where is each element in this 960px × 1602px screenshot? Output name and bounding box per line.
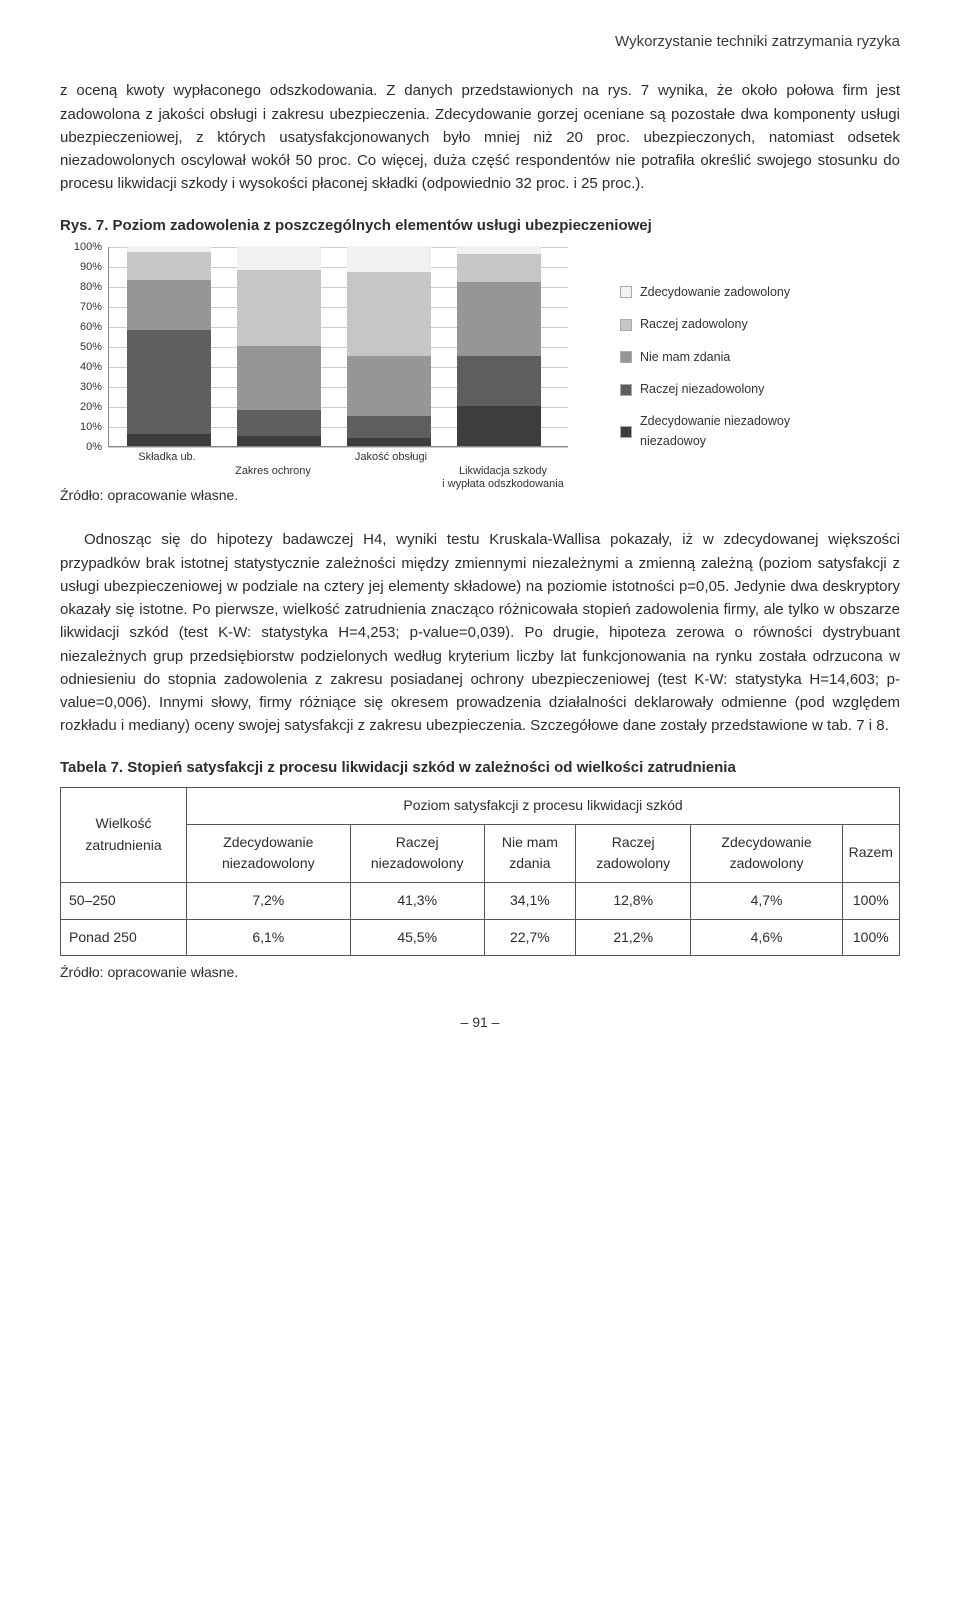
stacked-bar (347, 246, 431, 446)
table-cell: 4,7% (691, 883, 842, 920)
table-cell: 7,2% (187, 883, 350, 920)
bar-segment-nie_zd (127, 280, 211, 330)
bar-segment-zd_zad (237, 246, 321, 270)
legend-swatch (620, 286, 632, 298)
table7-title-text: Stopień satysfakcji z procesu likwidacji… (127, 759, 736, 776)
table-cell: 45,5% (350, 919, 484, 956)
chart-legend: Zdecydowanie zadowolony Raczej zadowolony… (620, 247, 790, 451)
bar-segment-r_zad (347, 272, 431, 356)
y-axis: 100%90%80%70%60%50%40%30%20%10%0% (60, 247, 102, 447)
grid-line (109, 447, 568, 448)
paragraph-1: z oceną kwoty wypłaconego odszkodowania.… (60, 79, 900, 195)
bar-segment-r_zad (237, 270, 321, 346)
table-cell: 6,1% (187, 919, 350, 956)
x-label: Zakres ochrony (218, 465, 328, 478)
bar-segment-zd_zad (457, 246, 541, 254)
bar-segment-r_zad (457, 254, 541, 282)
table7-col-header: Raczej zadowolony (575, 824, 691, 882)
bar-segment-nie_zd (347, 356, 431, 416)
table7-title: Tabela 7. Stopień satysfakcji z procesu … (60, 756, 900, 779)
chart-container: 100%90%80%70%60%50%40%30%20%10%0% Składk… (60, 247, 900, 477)
table-cell: 41,3% (350, 883, 484, 920)
legend-item: Zdecydowanie zadowolony (620, 283, 790, 302)
bar-segment-r_nie (347, 416, 431, 438)
bar-segment-zd_zad (347, 246, 431, 272)
table-row: Ponad 2506,1%45,5%22,7%21,2%4,6%100% (61, 919, 900, 956)
bar-segment-r_zad (127, 252, 211, 280)
stacked-bar (457, 246, 541, 446)
x-label: Jakość obsługi (336, 451, 446, 464)
table7-corner: Wielkość zatrudnienia (61, 787, 187, 882)
legend-item: Zdecydowanie niezadowoy niezadowoy (620, 412, 790, 451)
page-number: – 91 – (60, 1012, 900, 1034)
row-label: 50–250 (61, 883, 187, 920)
table7-title-prefix: Tabela 7. (60, 759, 127, 776)
chart-area: 100%90%80%70%60%50%40%30%20%10%0% Składk… (60, 247, 600, 477)
table7-col-header: Nie mam zdania (484, 824, 575, 882)
legend-swatch (620, 319, 632, 331)
table-cell: 12,8% (575, 883, 691, 920)
running-header: Wykorzystanie techniki zatrzymania ryzyk… (60, 30, 900, 53)
table7-col-header: Razem (842, 824, 899, 882)
table7-source: Źródło: opracowanie własne. (60, 962, 900, 984)
bar-segment-r_nie (237, 410, 321, 436)
x-label: Likwidacja szkody i wypłata odszkodowani… (418, 465, 588, 491)
bar-segment-zd_nie (347, 438, 431, 446)
legend-item: Raczej niezadowolony (620, 380, 790, 399)
stacked-bar (127, 246, 211, 446)
table-cell: 22,7% (484, 919, 575, 956)
x-axis-labels: Składka ub.Zakres ochronyJakość obsługiL… (108, 451, 568, 491)
table-cell: 4,6% (691, 919, 842, 956)
legend-label: Nie mam zdania (640, 348, 730, 367)
legend-item: Raczej zadowolony (620, 315, 790, 334)
legend-label: Zdecydowanie zadowolony (640, 283, 790, 302)
table7-span-header: Poziom satysfakcji z procesu likwidacji … (187, 787, 900, 824)
table7-col-header: Raczej niezadowolony (350, 824, 484, 882)
x-label: Składka ub. (122, 451, 212, 464)
table-cell: 100% (842, 919, 899, 956)
table-cell: 34,1% (484, 883, 575, 920)
legend-label: Raczej zadowolony (640, 315, 748, 334)
stacked-bar (237, 246, 321, 446)
legend-item: Nie mam zdania (620, 348, 790, 367)
bar-segment-r_nie (457, 356, 541, 406)
legend-swatch (620, 384, 632, 396)
legend-label: Zdecydowanie niezadowoy niezadowoy (640, 412, 790, 451)
chart-plot (108, 247, 568, 447)
bar-segment-zd_nie (127, 434, 211, 446)
table-cell: 100% (842, 883, 899, 920)
bar-segment-nie_zd (237, 346, 321, 410)
table-cell: 21,2% (575, 919, 691, 956)
bar-segment-zd_nie (457, 406, 541, 446)
legend-label: Raczej niezadowolony (640, 380, 764, 399)
table7: Wielkość zatrudnienia Poziom satysfakcji… (60, 787, 900, 956)
paragraph-2: Odnosząc się do hipotezy badawczej H4, w… (60, 528, 900, 737)
bar-segment-r_nie (127, 330, 211, 434)
legend-swatch (620, 426, 632, 438)
legend-swatch (620, 351, 632, 363)
table7-col-header: Zdecydowanie zadowolony (691, 824, 842, 882)
table7-col-header: Zdecydowanie niezadowolony (187, 824, 350, 882)
chart-title: Rys. 7. Poziom zadowolenia z poszczególn… (60, 214, 900, 237)
bar-segment-nie_zd (457, 282, 541, 356)
table-row: 50–2507,2%41,3%34,1%12,8%4,7%100% (61, 883, 900, 920)
row-label: Ponad 250 (61, 919, 187, 956)
bar-segment-zd_nie (237, 436, 321, 446)
